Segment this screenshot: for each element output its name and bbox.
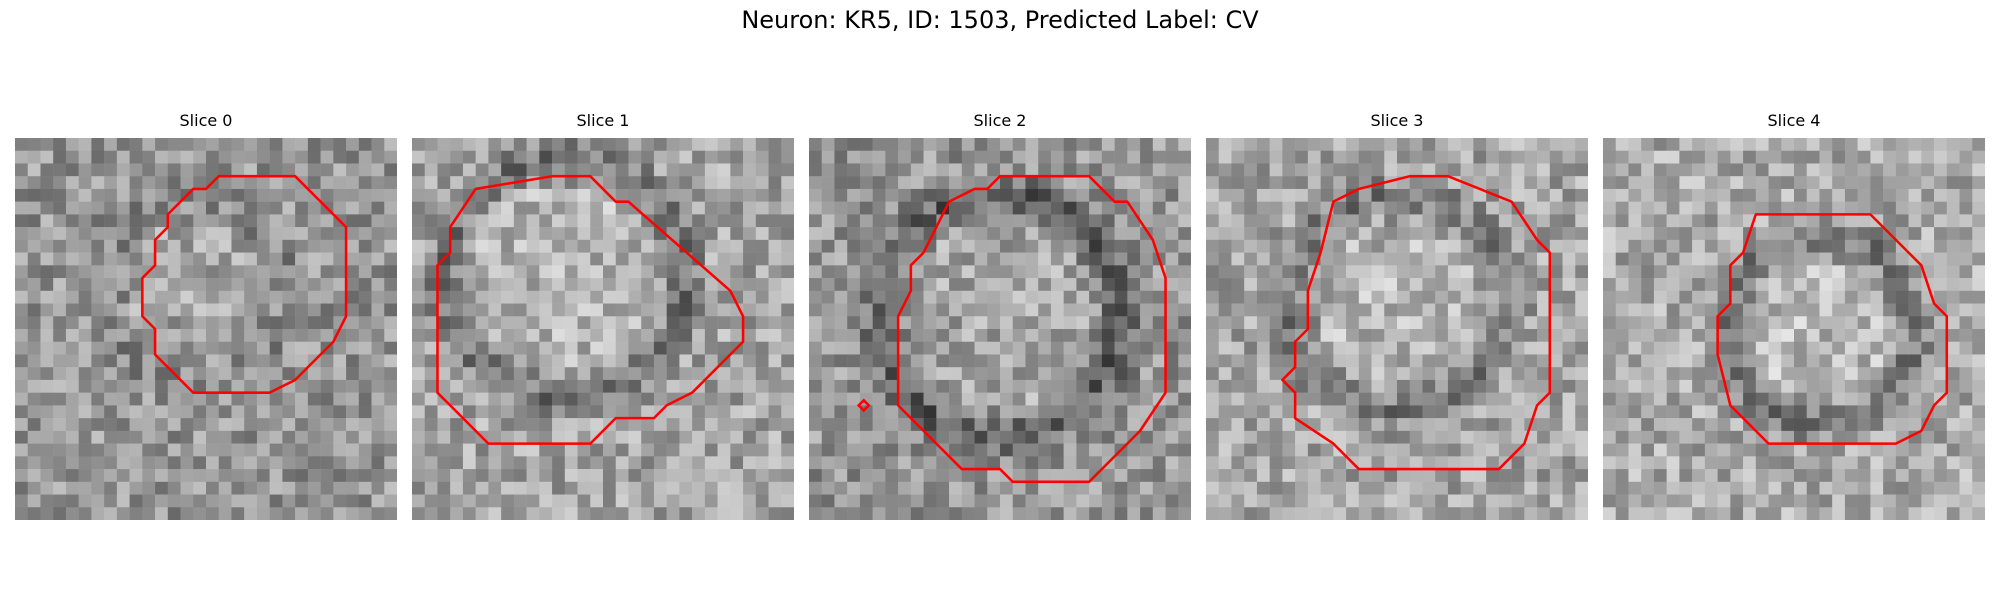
slice-panel-4: Slice 4: [1603, 110, 1985, 520]
slice-title: Slice 0: [179, 111, 233, 130]
slice-title: Slice 4: [1767, 111, 1821, 130]
slice-panel-3: Slice 3: [1206, 110, 1588, 520]
slice-image: [1603, 138, 1985, 520]
slice-panel-2: Slice 2: [809, 110, 1191, 520]
segmentation-contour: [1281, 174, 1552, 471]
slice-panel-1: Slice 1: [412, 110, 794, 520]
slice-title: Slice 3: [1370, 111, 1424, 130]
slice-title: Slice 1: [576, 111, 630, 130]
slice-image: [1206, 138, 1588, 520]
slice-image: [15, 138, 397, 520]
figure-title: Neuron: KR5, ID: 1503, Predicted Label: …: [741, 6, 1259, 34]
small-contour-marker: [856, 398, 871, 413]
slice-title: Slice 2: [973, 111, 1027, 130]
segmentation-contour: [1716, 213, 1949, 445]
slice-panel-0: Slice 0: [15, 110, 397, 520]
segmentation-contour: [436, 174, 745, 445]
slice-image: [412, 138, 794, 520]
segmentation-contour: [896, 174, 1167, 484]
segmentation-contour: [141, 174, 348, 394]
slice-image: [809, 138, 1191, 520]
